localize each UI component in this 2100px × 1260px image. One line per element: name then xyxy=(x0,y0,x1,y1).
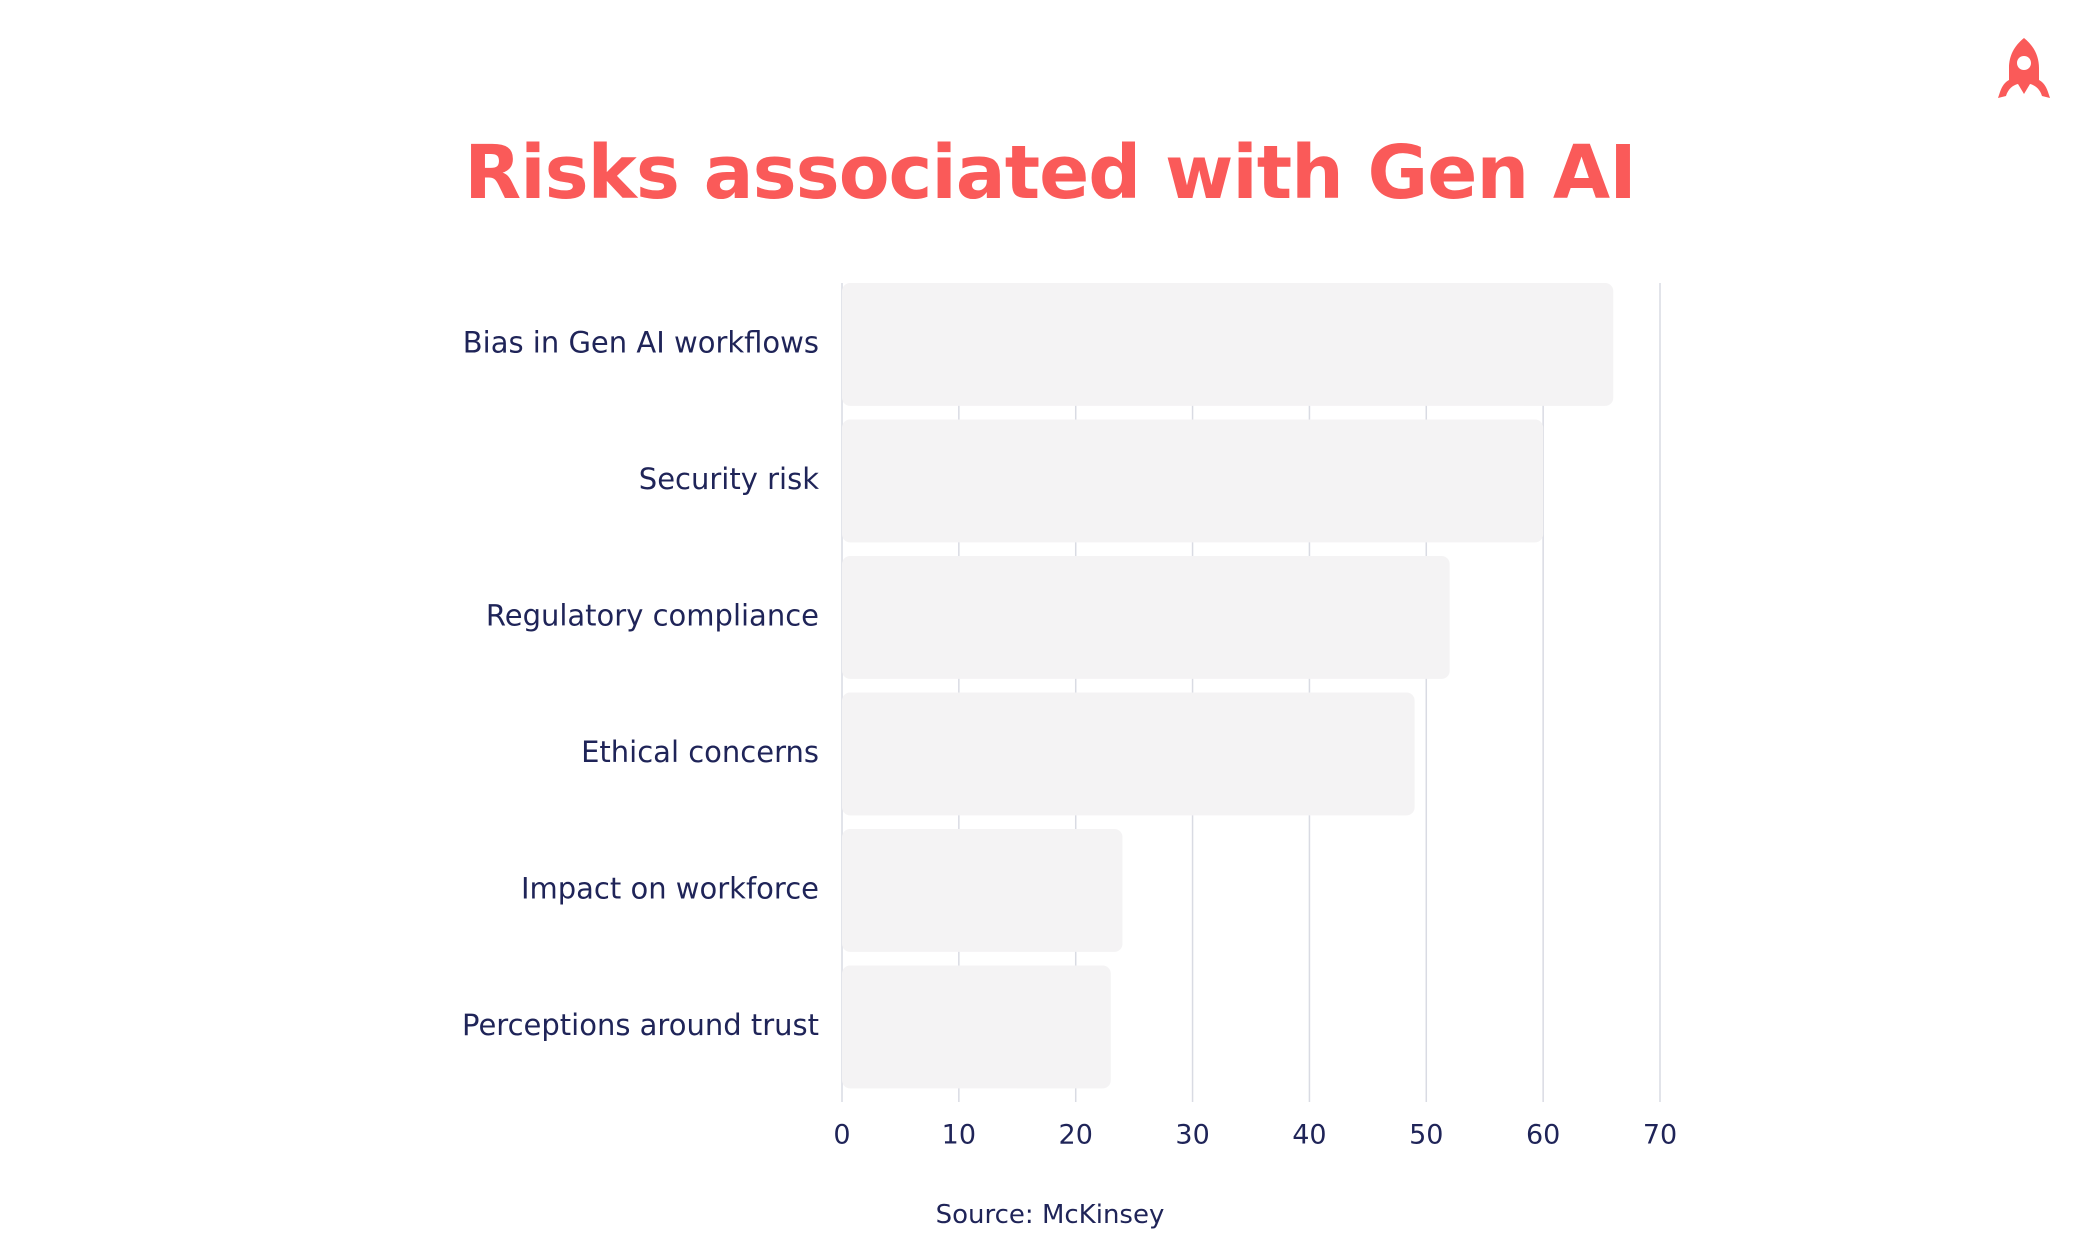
x-tick-label: 50 xyxy=(1409,1120,1443,1151)
bar xyxy=(842,829,1123,952)
category-label: Bias in Gen AI workflows xyxy=(463,325,819,359)
category-label: Perceptions around trust xyxy=(462,1008,819,1042)
x-tick-label: 30 xyxy=(1175,1120,1209,1151)
source-note: Source: McKinsey xyxy=(935,1200,1165,1230)
x-tick-label: 0 xyxy=(833,1120,850,1151)
category-label: Regulatory compliance xyxy=(486,598,819,632)
bar xyxy=(842,283,1614,406)
bar xyxy=(842,556,1450,679)
category-label: Ethical concerns xyxy=(581,735,819,769)
category-label: Security risk xyxy=(639,462,819,496)
bar xyxy=(842,419,1544,543)
bar xyxy=(842,965,1111,1089)
x-tick-label: 70 xyxy=(1643,1120,1677,1151)
rocket-logo-icon xyxy=(1996,36,2052,100)
chart-title: Risks associated with Gen AI xyxy=(464,130,1636,216)
x-tick-label: 60 xyxy=(1526,1120,1560,1151)
x-tick-label: 10 xyxy=(942,1120,976,1151)
category-label: Impact on workforce xyxy=(521,871,819,905)
x-tick-label: 20 xyxy=(1059,1120,1093,1151)
x-tick-label: 40 xyxy=(1292,1120,1326,1151)
bar xyxy=(842,692,1415,816)
